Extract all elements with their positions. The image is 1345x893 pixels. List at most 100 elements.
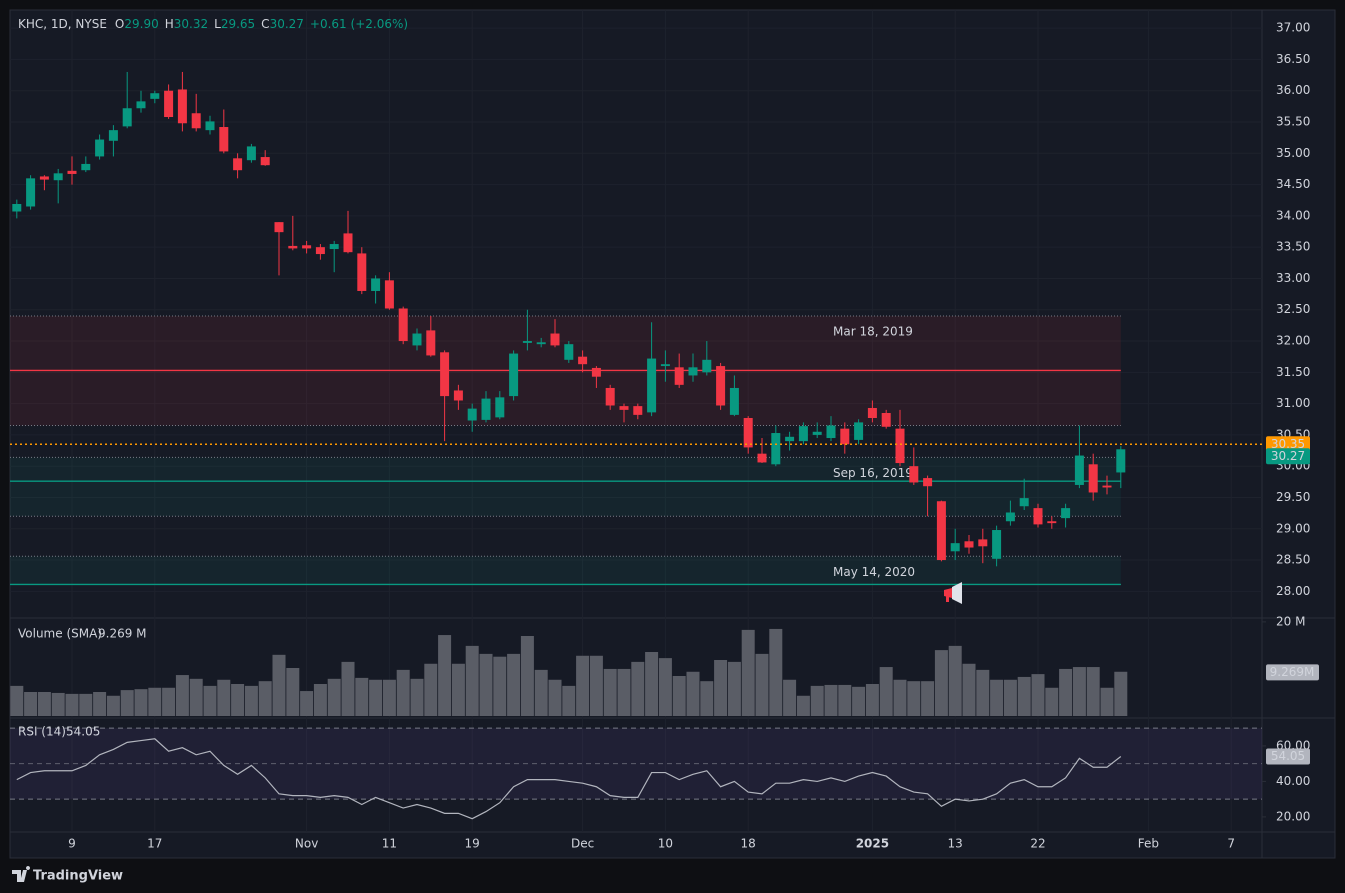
candle-body	[729, 387, 739, 415]
volume-bar	[507, 653, 521, 716]
volume-bar	[576, 655, 590, 716]
candle-body	[95, 139, 105, 157]
volume-bar	[410, 678, 424, 716]
candle-body	[426, 330, 436, 356]
volume-bar	[479, 653, 493, 716]
candle-body	[536, 342, 546, 345]
y-tick-label: 36.00	[1276, 83, 1310, 97]
volume-bar	[617, 668, 631, 716]
candle-body	[150, 93, 160, 99]
x-tick-label: 13	[948, 837, 963, 851]
volume-bar	[672, 676, 686, 716]
volume-bar	[244, 685, 258, 716]
candle-body	[233, 158, 243, 171]
zone-label: May 14, 2020	[833, 565, 915, 579]
y-tick-label: 34.50	[1276, 177, 1310, 191]
x-tick-label: Feb	[1138, 837, 1159, 851]
candle-body	[384, 280, 394, 309]
candle-body	[840, 428, 850, 445]
volume-bar	[1031, 674, 1045, 716]
volume-bar	[258, 681, 272, 716]
candle-body	[164, 90, 174, 118]
sma-tag	[1266, 664, 1319, 681]
candle-body	[978, 539, 988, 547]
candle-body	[191, 113, 201, 129]
x-tick-label: 7	[1227, 837, 1235, 851]
plot-layer: 9 17 Nov 11 19 Dec 10 18 2025 13 22 Feb 7 28.00 28.50 2…	[10, 17, 1319, 851]
volume-bar	[796, 695, 810, 716]
x-tick-label: 11	[382, 837, 397, 851]
alert-icon[interactable]	[944, 582, 962, 604]
x-tick-label: Dec	[571, 837, 594, 851]
candle-body	[12, 203, 22, 212]
y-tick-label: 29.50	[1276, 490, 1310, 504]
ohlc-value: 29.90	[124, 17, 158, 31]
volume-bar	[1059, 668, 1073, 716]
volume-bar	[217, 679, 231, 716]
candle-body	[771, 433, 781, 465]
sma-tag-text: 9.269M	[1270, 665, 1315, 679]
price-line-tag	[1266, 436, 1310, 453]
volume-bar	[106, 695, 120, 716]
zone-label: Mar 18, 2019	[833, 325, 913, 339]
ohlc-key: H	[165, 17, 174, 31]
volume-bar	[838, 684, 852, 716]
candle-body	[467, 408, 477, 421]
volume-bar	[162, 687, 176, 716]
ohlc-value: 30.27	[270, 17, 304, 31]
candle-body	[1047, 521, 1057, 524]
candle-body	[716, 366, 726, 406]
y-tick-label: 29.00	[1276, 521, 1310, 535]
candle-body	[219, 127, 229, 152]
volume-bar	[645, 652, 659, 716]
volume-bar	[1072, 667, 1086, 716]
candle-body	[108, 130, 118, 141]
volume-bar	[189, 678, 203, 716]
candle-body	[1102, 485, 1112, 488]
volume-bar	[10, 685, 24, 716]
volume-bar	[631, 661, 645, 716]
candle-body	[550, 333, 560, 346]
candle-body	[881, 412, 891, 427]
x-tick-label: 19	[465, 837, 480, 851]
y-tick-label: 35.00	[1276, 146, 1310, 160]
candle-body	[412, 333, 422, 346]
candle-body	[53, 173, 63, 181]
candle-body	[605, 387, 615, 406]
volume-bar	[714, 660, 728, 716]
volume-bar	[341, 661, 355, 716]
candle-body	[440, 352, 450, 397]
ohlc-value: 30.32	[174, 17, 208, 31]
volume-bar	[51, 692, 65, 716]
candle-body	[785, 436, 795, 442]
candle-body	[826, 425, 836, 439]
x-tick-label: Nov	[295, 837, 318, 851]
y-tick-label: 20 M	[1276, 614, 1305, 628]
candle-body	[246, 146, 256, 161]
volume-bar	[1114, 671, 1128, 716]
zone	[10, 556, 1121, 585]
volume-bar	[562, 685, 576, 716]
volume-bar	[824, 684, 838, 716]
logo	[12, 866, 31, 882]
volume-bar	[603, 668, 617, 716]
volume-bar	[382, 679, 396, 716]
pane-value: 54.05	[66, 725, 100, 739]
x-tick-label: 9	[68, 837, 76, 851]
volume-bar	[990, 679, 1004, 716]
x-tick-label: 18	[741, 837, 756, 851]
rsi-line	[16, 738, 1122, 820]
volume-bar	[134, 689, 148, 716]
volume-bar	[962, 663, 976, 716]
volume-bar	[1045, 687, 1059, 716]
candle-body	[757, 453, 767, 463]
candle-body	[522, 341, 532, 343]
volume-bar	[727, 661, 741, 716]
candle-body	[26, 178, 36, 207]
volume-bar	[686, 671, 700, 716]
candle-body	[1033, 508, 1043, 525]
volume-bar	[65, 693, 79, 716]
candle-body	[812, 431, 822, 435]
symbol: KHC, 1D, NYSE	[18, 17, 107, 31]
x-tick-label: 22	[1030, 837, 1045, 851]
